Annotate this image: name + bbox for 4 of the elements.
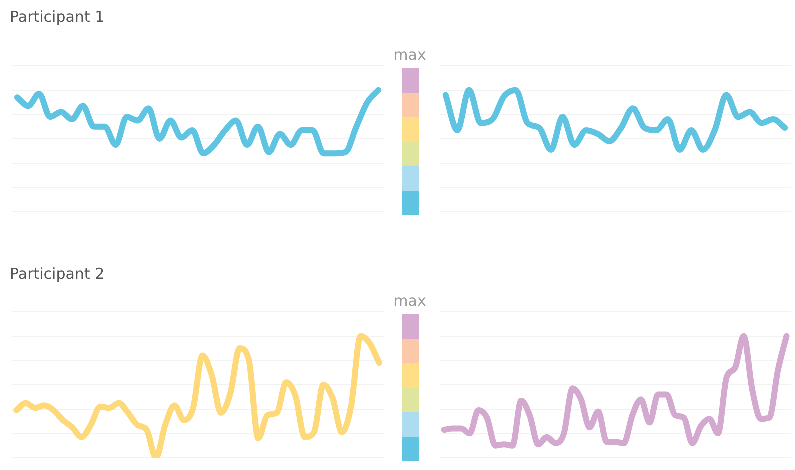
color-bar-title: max: [392, 292, 428, 310]
chart-title: Participant 1: [10, 8, 105, 26]
color-bar-title: max: [392, 46, 428, 64]
chart-title: Participant 2: [10, 265, 105, 283]
